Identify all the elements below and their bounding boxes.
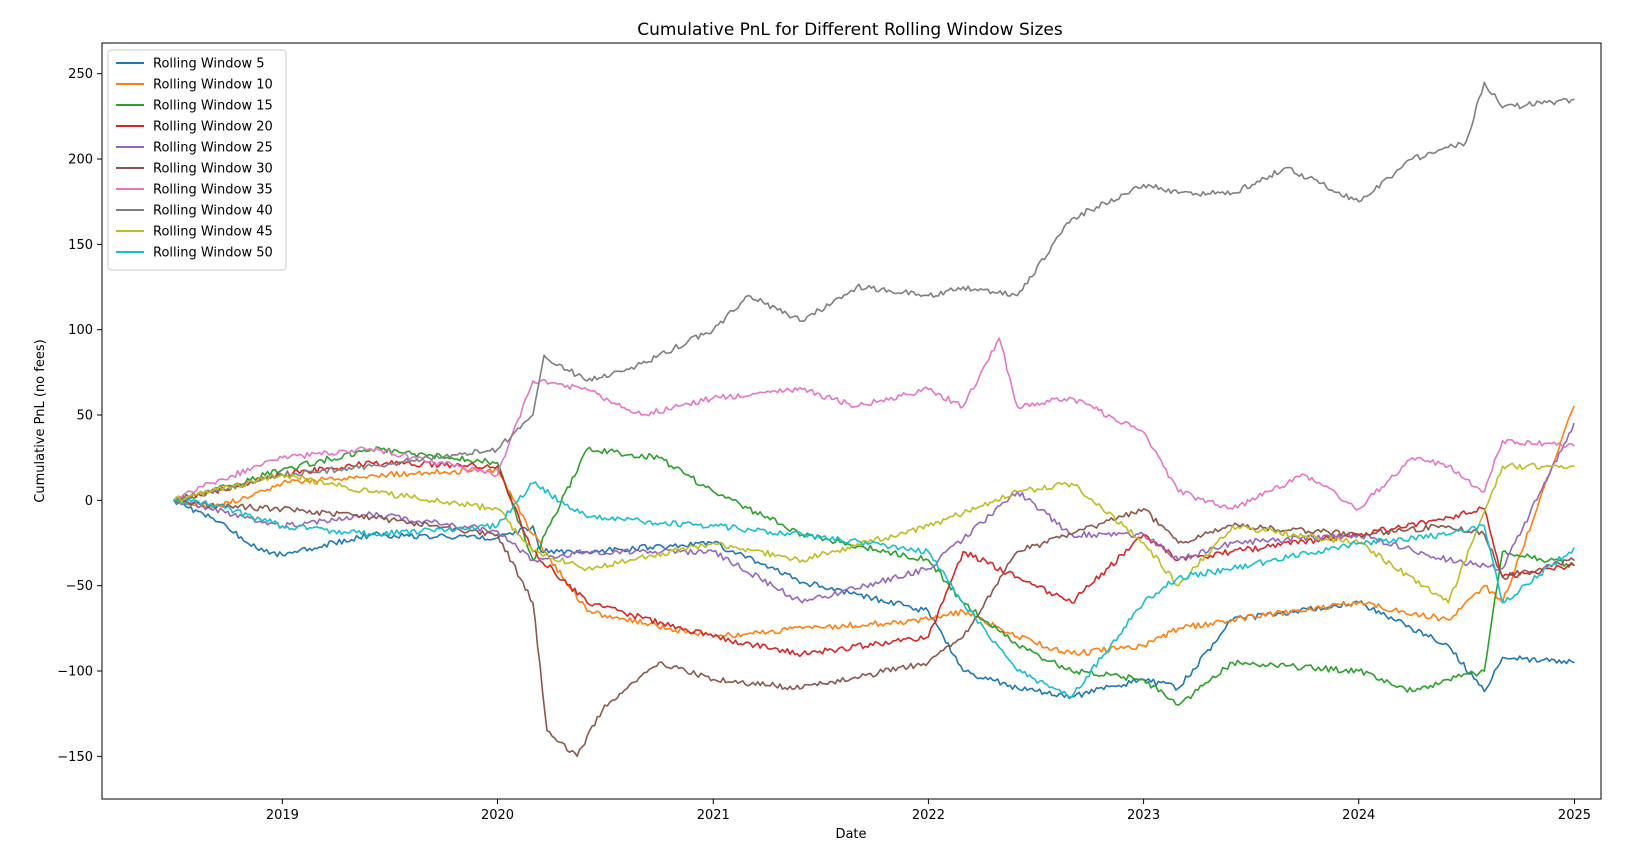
x-tick-label: 2023 [1127,808,1160,823]
series-line-8 [173,81,1575,503]
series-line-7 [173,337,1575,511]
x-tick-label: 2025 [1558,808,1591,823]
legend-label: Rolling Window 15 [153,99,273,114]
series-line-1 [173,499,1575,700]
y-tick-label: 150 [68,238,93,253]
y-tick-label: 0 [85,494,93,509]
y-tick-label: 200 [68,153,93,168]
legend-label: Rolling Window 10 [153,78,273,93]
chart-title: Cumulative PnL for Different Rolling Win… [637,20,1063,40]
x-tick-label: 2024 [1342,808,1375,823]
series-line-3 [173,446,1575,706]
x-axis: 2019 2020 2021 2022 2023 2024 2025 [266,799,1591,823]
legend-box [107,49,287,271]
y-axis: −150 −100 −50 0 50 100 150 200 250 [57,67,102,765]
legend-label: Rolling Window 30 [153,162,273,177]
y-axis-label: Cumulative PnL (no fees) [33,339,48,502]
y-tick-label: 250 [68,67,93,82]
x-tick-label: 2019 [266,808,299,823]
series-line-5 [173,422,1575,604]
y-tick-label: 50 [76,409,93,424]
series-line-2 [173,405,1575,656]
series-line-10 [173,481,1575,698]
legend-label: Rolling Window 35 [153,183,273,198]
legend-label: Rolling Window 20 [153,120,273,135]
y-tick-label: 100 [68,323,93,338]
legend: Rolling Window 5 Rolling Window 10 Rolling… [107,49,287,271]
x-tick-label: 2020 [481,808,514,823]
legend-label: Rolling Window 25 [153,141,273,156]
series-line-9 [173,462,1575,604]
y-tick-label: −150 [57,750,93,765]
legend-label: Rolling Window 50 [153,246,273,261]
plot-frame [101,42,1602,800]
plot-area [173,81,1575,758]
legend-label: Rolling Window 45 [153,225,273,240]
x-axis-label: Date [835,827,866,842]
x-tick-label: 2022 [912,808,945,823]
x-tick-label: 2021 [697,808,730,823]
y-tick-label: −50 [66,579,93,594]
legend-label: Rolling Window 5 [153,57,265,72]
y-tick-label: −100 [57,665,93,680]
legend-label: Rolling Window 40 [153,204,273,219]
series-line-4 [173,460,1575,658]
series-line-6 [173,498,1575,758]
